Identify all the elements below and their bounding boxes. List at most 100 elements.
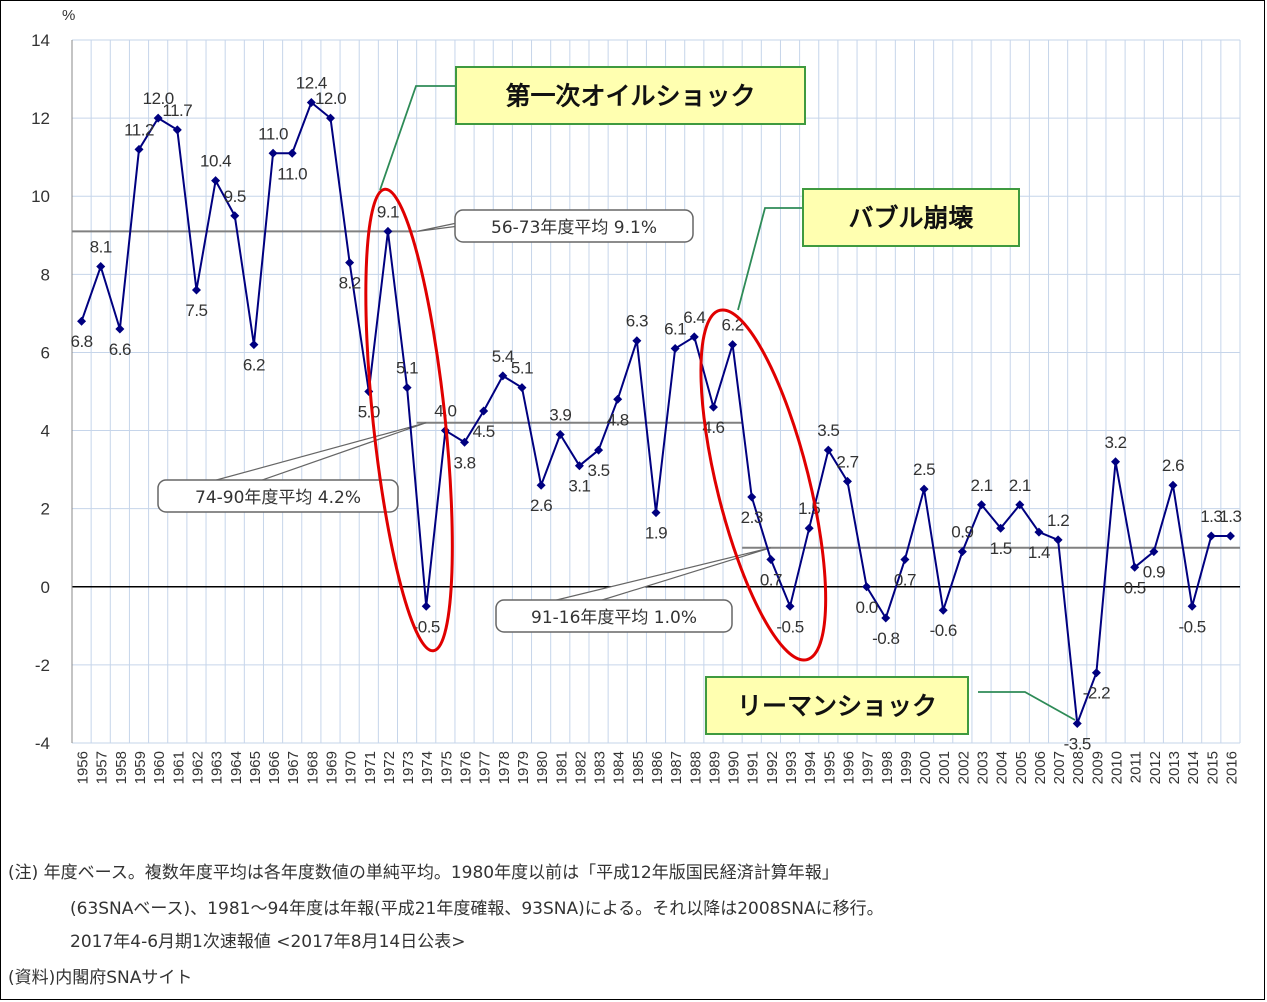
data-point bbox=[651, 508, 661, 518]
gdp-growth-line-chart: 56-73年度平均 9.1% 74-90年度平均 4.2% 91-16年度平均 1.… bbox=[31, 7, 1242, 784]
data-point bbox=[728, 340, 738, 350]
data-point bbox=[134, 144, 144, 154]
x-tick-label: 2016 bbox=[1223, 751, 1240, 784]
data-point bbox=[881, 613, 891, 623]
x-tick-label: 1968 bbox=[304, 751, 321, 784]
data-label: 4.8 bbox=[607, 410, 629, 429]
x-tick-label: 2010 bbox=[1109, 751, 1126, 784]
x-tick-label: 2009 bbox=[1089, 751, 1106, 784]
data-label: 2.5 bbox=[913, 460, 935, 479]
data-point bbox=[517, 383, 527, 393]
data-label: 3.5 bbox=[817, 421, 839, 440]
data-point bbox=[536, 480, 546, 490]
data-point bbox=[1206, 531, 1216, 541]
x-tick-label: 1959 bbox=[132, 751, 149, 784]
x-tick-label: 1982 bbox=[572, 751, 589, 784]
x-tick-label: 2001 bbox=[936, 751, 953, 784]
x-tick-label: 1964 bbox=[228, 751, 245, 784]
x-tick-label: 2005 bbox=[1013, 751, 1030, 784]
data-point bbox=[498, 371, 508, 381]
data-label: 0.9 bbox=[1143, 563, 1165, 582]
average-lines: 56-73年度平均 9.1% 74-90年度平均 4.2% 91-16年度平均 1.… bbox=[72, 209, 1240, 633]
data-point bbox=[1187, 601, 1197, 611]
x-tick-label: 1971 bbox=[362, 751, 379, 784]
data-point bbox=[766, 554, 776, 564]
y-tick-label: 10 bbox=[31, 187, 50, 206]
average-callout-label: 56-73年度平均 9.1% bbox=[491, 218, 657, 238]
data-label: -0.5 bbox=[1178, 617, 1205, 636]
source-note: (資料)内閣府SNAサイト bbox=[8, 968, 193, 988]
bubble-collapse-ellipse bbox=[699, 308, 828, 662]
y-tick-label: -4 bbox=[35, 734, 50, 753]
data-label: 4.6 bbox=[702, 418, 724, 437]
data-point bbox=[1168, 480, 1178, 490]
data-label: 2.1 bbox=[970, 476, 992, 495]
data-label: 5.1 bbox=[511, 359, 533, 378]
data-label: 0.7 bbox=[894, 570, 916, 589]
data-label: 6.3 bbox=[626, 312, 648, 331]
grid bbox=[71, 39, 1241, 744]
x-tick-label: 1981 bbox=[553, 751, 570, 784]
data-label: 11.2 bbox=[124, 120, 154, 139]
data-label: 8.1 bbox=[90, 238, 112, 257]
data-point bbox=[172, 125, 182, 135]
x-tick-label: 1963 bbox=[209, 751, 226, 784]
data-label: 6.2 bbox=[243, 356, 265, 375]
data-label: 1.2 bbox=[1047, 511, 1069, 530]
average-callout-label: 91-16年度平均 1.0% bbox=[531, 608, 697, 628]
data-label: -0.5 bbox=[413, 617, 440, 636]
data-point bbox=[345, 258, 355, 268]
data-label: 5.1 bbox=[396, 359, 418, 378]
x-tick-label: 1990 bbox=[726, 751, 743, 784]
data-label: 11.0 bbox=[258, 124, 288, 143]
data-label: 4.5 bbox=[473, 422, 495, 441]
data-label: -2.2 bbox=[1083, 684, 1110, 703]
data-label: 3.5 bbox=[587, 461, 609, 480]
data-label: 12.0 bbox=[143, 89, 174, 108]
data-point bbox=[421, 601, 431, 611]
x-tick-label: 2015 bbox=[1204, 751, 1221, 784]
data-label: 6.1 bbox=[664, 320, 686, 339]
x-tick-label: 1985 bbox=[630, 751, 647, 784]
data-point bbox=[287, 148, 297, 158]
data-point bbox=[460, 437, 470, 447]
x-tick-label: 2003 bbox=[975, 751, 992, 784]
data-point bbox=[747, 492, 757, 502]
oil-shock-ellipse bbox=[364, 187, 454, 653]
data-label: 1.5 bbox=[990, 539, 1012, 558]
data-label: -3.5 bbox=[1064, 734, 1091, 753]
x-tick-label: 1976 bbox=[458, 751, 475, 784]
data-label: 2.7 bbox=[836, 452, 858, 471]
data-point bbox=[977, 500, 987, 510]
data-label: 6.4 bbox=[683, 308, 705, 327]
x-tick-label: 2007 bbox=[1051, 751, 1068, 784]
data-label: 0.7 bbox=[760, 570, 782, 589]
data-point bbox=[594, 445, 604, 455]
data-label: -0.6 bbox=[930, 621, 957, 640]
x-tick-label: 1993 bbox=[783, 751, 800, 784]
data-label: 0.9 bbox=[951, 523, 973, 542]
x-tick-label: 1983 bbox=[592, 751, 609, 784]
x-tick-label: 1970 bbox=[343, 751, 360, 784]
data-point bbox=[1015, 500, 1025, 510]
x-tick-label: 1999 bbox=[898, 751, 915, 784]
x-tick-label: 1962 bbox=[189, 751, 206, 784]
x-tick-label: 1995 bbox=[821, 751, 838, 784]
data-label: 11.7 bbox=[162, 101, 192, 120]
bubble-collapse-label-box bbox=[802, 188, 1020, 247]
data-point bbox=[632, 336, 642, 346]
x-tick-label: 1977 bbox=[477, 751, 494, 784]
data-label: 0.0 bbox=[856, 598, 878, 617]
y-tick-label: 12 bbox=[31, 109, 50, 128]
x-tick-label: 2006 bbox=[1032, 751, 1049, 784]
data-label: 2.6 bbox=[530, 496, 552, 515]
data-label: 6.8 bbox=[71, 332, 93, 351]
data-point bbox=[230, 211, 240, 221]
x-tick-label: 2012 bbox=[1147, 751, 1164, 784]
data-label: 0.5 bbox=[1124, 578, 1146, 597]
x-tick-label: 1980 bbox=[534, 751, 551, 784]
y-tick-label: 0 bbox=[41, 578, 50, 597]
data-label: 8.2 bbox=[339, 274, 361, 293]
lehman-shock-label-box bbox=[705, 676, 969, 735]
